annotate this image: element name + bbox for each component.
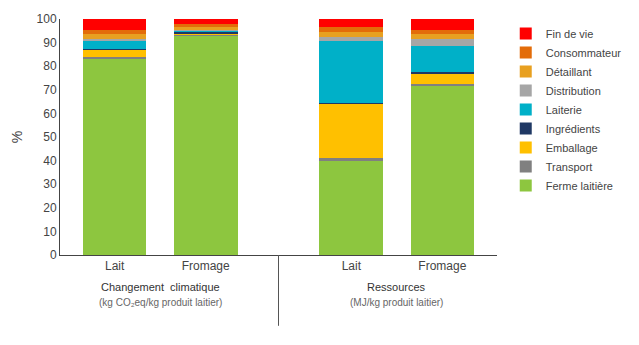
svg-text:70: 70 (43, 83, 57, 97)
svg-text:Consommateur: Consommateur (546, 47, 622, 59)
svg-text:Emballage: Emballage (546, 142, 598, 154)
svg-text:%: % (9, 131, 25, 143)
svg-text:Lait: Lait (342, 259, 362, 273)
svg-text:30: 30 (43, 177, 57, 191)
svg-text:60: 60 (43, 107, 57, 121)
svg-text:100: 100 (37, 12, 57, 26)
svg-text:Fin de vie: Fin de vie (546, 28, 594, 40)
svg-text:Ingrédients: Ingrédients (546, 123, 601, 135)
svg-text:Fromage: Fromage (182, 259, 230, 273)
svg-text:(MJ/kg produit laitier): (MJ/kg produit laitier) (350, 297, 443, 308)
svg-text:Transport: Transport (546, 161, 593, 173)
svg-text:90: 90 (43, 36, 57, 50)
svg-text:Détaillant: Détaillant (546, 66, 592, 78)
svg-text:0: 0 (50, 248, 57, 262)
svg-text:20: 20 (43, 201, 57, 215)
svg-text:50: 50 (43, 130, 57, 144)
svg-text:Laiterie: Laiterie (546, 104, 582, 116)
svg-text:(kg CO₂eq/kg produit laitier): (kg CO₂eq/kg produit laitier) (99, 297, 222, 308)
svg-text:Ressources: Ressources (367, 281, 426, 293)
svg-text:Changement climatique: Changement climatique (101, 281, 220, 293)
svg-text:Ferme laitière: Ferme laitière (546, 180, 613, 192)
svg-text:80: 80 (43, 59, 57, 73)
svg-text:Lait: Lait (105, 259, 125, 273)
svg-text:Fromage: Fromage (418, 259, 466, 273)
svg-text:Distribution: Distribution (546, 85, 601, 97)
svg-text:10: 10 (43, 225, 57, 239)
svg-text:40: 40 (43, 154, 57, 168)
